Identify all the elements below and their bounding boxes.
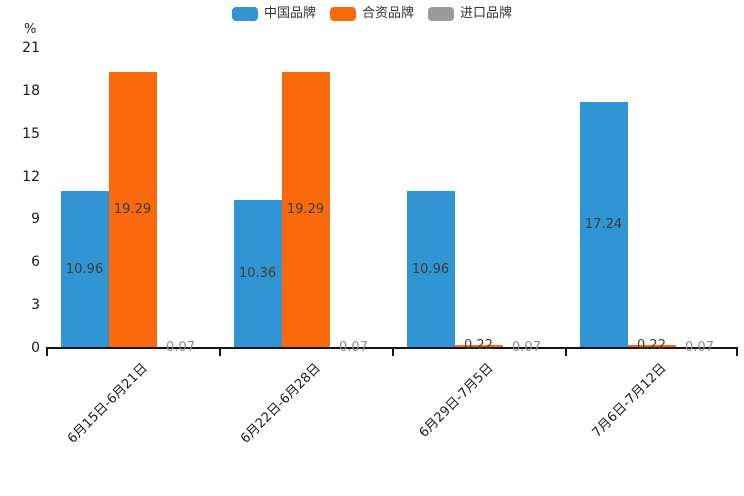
x-axis-tick	[46, 349, 48, 356]
bar-series1-group1[interactable]	[281, 72, 330, 348]
x-axis-line	[46, 347, 738, 349]
y-axis-tick-label: 6	[31, 254, 40, 271]
bar-value-label: 10.96	[65, 261, 104, 277]
legend-item-1[interactable]: 合资品牌	[329, 6, 414, 21]
y-axis-tick-label: 9	[31, 211, 40, 228]
bar-value-label: 10.96	[411, 261, 450, 277]
legend-label: 进口品牌	[460, 6, 513, 21]
x-axis-category-label: 6月15日-6月21日	[65, 360, 151, 447]
bar-series1-group2[interactable]	[454, 344, 503, 348]
bar-value-label: 0.07	[339, 339, 368, 355]
y-axis-tick-label: 3	[31, 297, 40, 314]
bar-series0-group1[interactable]	[233, 200, 282, 348]
bar-value-label: 19.29	[113, 202, 152, 218]
legend-item-2[interactable]: 进口品牌	[428, 7, 512, 21]
x-axis-category-label: 6月29日-7月5日	[416, 360, 497, 441]
legend-swatch-icon	[329, 7, 356, 21]
x-axis-tick	[736, 349, 738, 356]
bar-value-label: 0.22	[464, 338, 493, 354]
y-axis-tick-label: 0	[31, 340, 40, 356]
bar-series0-group2[interactable]	[406, 191, 455, 348]
legend-label: 合资品牌	[361, 6, 414, 21]
x-axis-tick	[392, 349, 394, 356]
legend-swatch-icon	[231, 7, 258, 21]
bar-value-label: 0.22	[637, 338, 666, 354]
bar-value-label: 19.29	[286, 202, 325, 218]
bar-series0-group0[interactable]	[60, 191, 109, 348]
bar-series0-group3[interactable]	[579, 101, 628, 348]
y-axis-unit-label: %	[24, 22, 37, 37]
bar-value-label: 0.07	[685, 339, 714, 355]
legend-item-0[interactable]: 中国品牌	[231, 6, 316, 21]
x-axis-tick	[219, 349, 221, 356]
x-axis-category-label: 7月6日-7月12日	[589, 360, 670, 441]
bar-value-label: 17.24	[584, 216, 623, 232]
x-axis-category-label: 6月22日-6月28日	[238, 360, 324, 447]
y-axis-tick-label: 15	[22, 125, 40, 142]
bar-series1-group3[interactable]	[627, 344, 676, 348]
y-axis-tick-label: 21	[22, 40, 40, 56]
bar-series1-group0[interactable]	[108, 72, 157, 348]
bar-value-label: 0.07	[512, 339, 541, 355]
bar-value-label: 0.07	[166, 339, 195, 355]
plot-area: 10.96 19.29 0.07 10.36 19.29 0.07 10.96 0.22 0.0…	[46, 48, 738, 356]
y-axis-tick-label: 12	[22, 168, 40, 185]
legend-swatch-icon	[428, 7, 454, 21]
bar-value-label: 10.36	[238, 266, 277, 281]
x-axis-tick	[565, 349, 567, 356]
y-axis-tick-label: 18	[22, 82, 40, 99]
legend-label: 中国品牌	[263, 6, 316, 21]
chart-legend: 中国品牌 合资品牌 进口品牌	[0, 7, 744, 21]
